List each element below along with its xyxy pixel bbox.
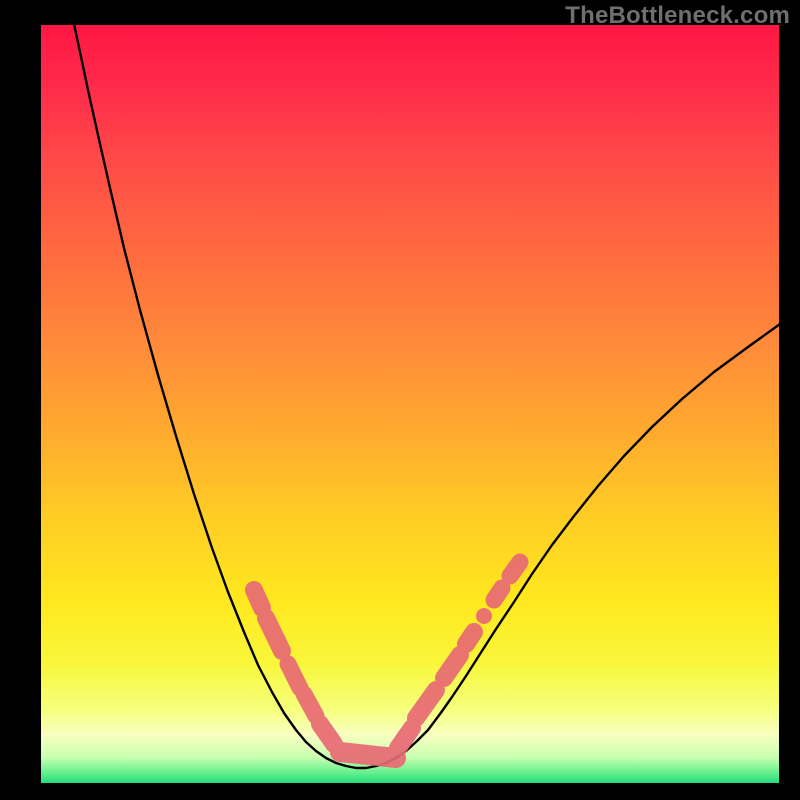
curve-data-capsule [510, 562, 520, 576]
watermark-text: TheBottleneck.com [565, 2, 790, 30]
curve-data-dot [476, 608, 492, 624]
chart-container: { "watermark": { "text": "TheBottleneck.… [0, 0, 800, 800]
curve-data-capsule [288, 664, 300, 688]
curve-data-capsule [340, 752, 396, 758]
curve-data-capsule [494, 588, 502, 600]
curve-data-capsule [320, 724, 334, 744]
chart-svg [0, 0, 800, 800]
curve-data-capsule [304, 694, 316, 716]
curve-data-capsule [254, 590, 262, 608]
plot-background [40, 24, 780, 784]
curve-data-dot [270, 632, 286, 648]
curve-data-capsule [398, 728, 412, 748]
curve-data-capsule [466, 632, 474, 644]
